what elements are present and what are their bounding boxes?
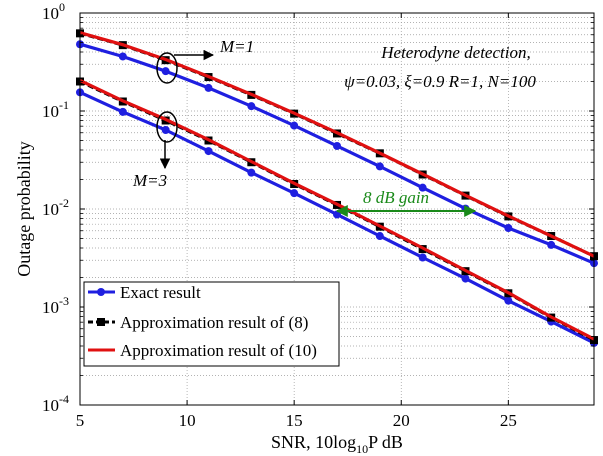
m3-label: M=3: [132, 171, 167, 190]
legend: Exact result Approximation result of (8)…: [83, 281, 340, 367]
data-point-circle: [547, 240, 556, 249]
x-tick-label: 15: [286, 411, 303, 430]
legend-marker-circle: [97, 288, 105, 296]
y-tick-label: 10-1: [42, 98, 69, 121]
gain-label: 8 dB gain: [363, 188, 429, 207]
y-tick-label: 10-4: [42, 392, 69, 415]
series-line: [79, 78, 595, 341]
data-point-circle: [504, 296, 513, 305]
x-axis-label-tail: P dB: [368, 432, 403, 452]
series-line: [79, 31, 595, 258]
legend-label-approx-10: Approximation result of (10): [120, 341, 317, 360]
data-point-circle: [118, 107, 127, 116]
data-point-circle: [504, 223, 513, 232]
legend-marker-square: [97, 318, 105, 326]
data-point-circle: [418, 253, 427, 262]
data-point-circle: [375, 232, 384, 241]
x-tick-label: 25: [500, 411, 517, 430]
annotation-heading: Heterodyne detection,: [380, 43, 530, 62]
data-point-circle: [204, 147, 213, 156]
legend-label-approx-8: Approximation result of (8): [120, 313, 308, 332]
y-tick-label: 10-3: [42, 294, 69, 317]
data-point-circle: [118, 52, 127, 61]
x-tick-label: 20: [393, 411, 410, 430]
legend-label-exact: Exact result: [120, 283, 201, 302]
data-point-circle: [333, 141, 341, 150]
y-tick-label: 100: [42, 0, 65, 23]
x-axis-ticks: 5 10 15 20 25: [76, 13, 517, 430]
data-point-circle: [418, 183, 427, 192]
m1-label: M=1: [219, 37, 254, 56]
legend-entry-exact: Exact result: [88, 283, 201, 302]
data-point-circle: [247, 102, 256, 111]
x-axis-label-sub: 10: [356, 442, 368, 456]
y-axis-ticks: 100 10-1 10-2 10-3 10-4: [42, 0, 594, 415]
series-layer: [76, 29, 598, 347]
series-M1-0: [76, 40, 598, 268]
legend-entry-approx-10: Approximation result of (10): [88, 341, 317, 360]
data-point-circle: [290, 189, 299, 198]
data-point-circle: [375, 162, 384, 171]
data-point-circle: [204, 83, 213, 92]
annotation-parameters: ψ=0.03, ξ=0.9 R=1, N=100: [344, 72, 536, 91]
x-tick-label: 5: [76, 411, 85, 430]
x-axis-label: SNR, 10log10P dB: [271, 432, 403, 456]
data-point-circle: [161, 125, 170, 134]
data-point-circle: [461, 274, 470, 283]
m1-ellipse: [156, 52, 178, 84]
x-tick-label: 10: [179, 411, 196, 430]
data-point-circle: [247, 168, 256, 177]
data-point-circle: [161, 67, 170, 76]
m3-ellipse: [156, 111, 178, 143]
y-tick-label: 10-2: [42, 196, 69, 219]
x-axis-label-main: SNR, 10log: [271, 432, 356, 452]
series-M1-2: [79, 31, 595, 258]
series-M3-5: [79, 78, 595, 341]
data-point-circle: [290, 121, 299, 130]
legend-box: [83, 281, 340, 367]
legend-entry-approx-8: Approximation result of (8): [88, 313, 308, 332]
y-axis-label: Outage probability: [14, 141, 34, 276]
